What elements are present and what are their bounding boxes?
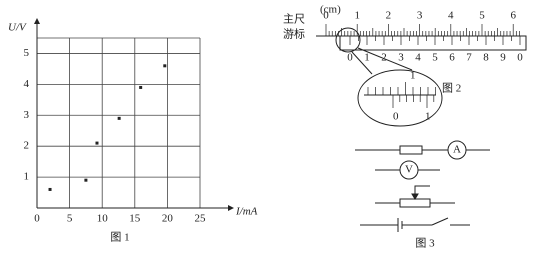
vernier-number: 6 bbox=[449, 52, 455, 64]
zoom-vernier-number: 1 bbox=[425, 111, 431, 123]
main-scale-label: 主尺 bbox=[283, 13, 305, 26]
unit: (cm) bbox=[320, 4, 341, 16]
vernier-number: 3 bbox=[398, 52, 404, 64]
x-tick-label: 20 bbox=[162, 213, 174, 225]
x-tick-label: 10 bbox=[97, 213, 109, 225]
vernier-number: 5 bbox=[432, 52, 438, 64]
point bbox=[84, 178, 88, 182]
caption: 图 1 bbox=[110, 231, 129, 244]
point bbox=[95, 141, 99, 145]
vernier-number: 2 bbox=[381, 52, 387, 64]
vernier-number: 4 bbox=[415, 52, 421, 64]
vernier-number: 9 bbox=[500, 52, 506, 64]
vernier-number: 8 bbox=[483, 52, 489, 64]
x-tick-label: 5 bbox=[67, 213, 73, 225]
zoom-line bbox=[351, 51, 373, 75]
y-tick-label: 2 bbox=[24, 140, 30, 152]
zoom-line bbox=[357, 47, 413, 71]
vernier-number: 0 bbox=[517, 52, 523, 64]
y-axis-arrow bbox=[34, 18, 40, 24]
y-tick-label: 5 bbox=[24, 47, 30, 59]
caption: 图 3 bbox=[415, 237, 435, 250]
point bbox=[117, 116, 121, 120]
y-tick-label: 1 bbox=[24, 171, 30, 183]
vernier-label: 游标 bbox=[283, 27, 305, 41]
vernier bbox=[339, 35, 527, 51]
zoom-ellipse bbox=[357, 69, 443, 127]
point bbox=[139, 85, 143, 89]
point bbox=[48, 187, 52, 191]
y-axis-label: U/V bbox=[8, 22, 27, 34]
main-scale-number: 3 bbox=[417, 10, 423, 22]
main-scale-number: 6 bbox=[510, 10, 516, 22]
caption: 图 2 bbox=[442, 82, 461, 95]
ammeter-label: A bbox=[453, 144, 461, 156]
main-scale-number: 5 bbox=[479, 10, 485, 22]
voltmeter-label: V bbox=[405, 164, 413, 176]
x-tick-label: 0 bbox=[34, 213, 40, 225]
zoom-vernier-number: 0 bbox=[393, 111, 399, 123]
x-tick-label: 25 bbox=[195, 213, 207, 225]
zoom-main-number: 1 bbox=[410, 70, 416, 82]
x-tick-label: 15 bbox=[129, 213, 141, 225]
main-scale-number: 2 bbox=[386, 10, 392, 22]
y-tick-label: 4 bbox=[24, 78, 30, 90]
main-scale-number: 1 bbox=[354, 10, 360, 22]
point bbox=[163, 64, 167, 68]
main-scale-number: 4 bbox=[448, 10, 454, 22]
main-scale-number: 0 bbox=[323, 10, 329, 22]
x-axis-arrow bbox=[228, 205, 234, 211]
y-tick-label: 3 bbox=[24, 109, 30, 121]
vernier-number: 1 bbox=[364, 52, 370, 64]
x-axis-label: I/mA bbox=[235, 206, 258, 218]
circuit bbox=[355, 140, 490, 232]
zoom-circle bbox=[335, 27, 361, 53]
vernier-number: 7 bbox=[466, 52, 472, 64]
vernier-number: 0 bbox=[347, 52, 353, 64]
